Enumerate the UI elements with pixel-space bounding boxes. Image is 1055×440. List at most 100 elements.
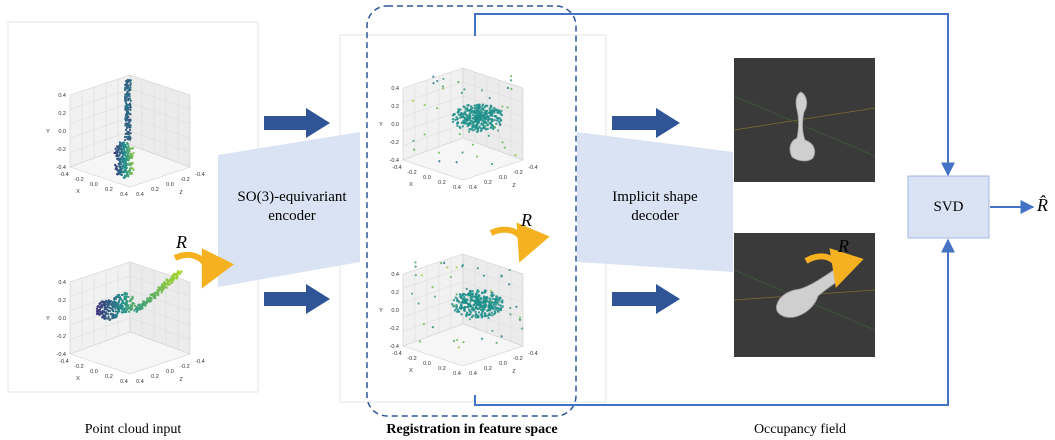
point <box>418 340 422 343</box>
point <box>150 297 153 300</box>
point <box>510 79 513 82</box>
point <box>119 305 122 308</box>
point <box>133 304 137 307</box>
point <box>129 83 132 86</box>
point <box>158 288 161 291</box>
point <box>470 308 474 311</box>
point <box>432 75 435 78</box>
point <box>469 121 472 124</box>
point <box>121 305 124 308</box>
point <box>453 309 457 312</box>
point <box>490 162 494 166</box>
point <box>480 89 484 92</box>
point <box>493 301 497 304</box>
point <box>471 129 474 132</box>
point <box>482 299 486 302</box>
point <box>495 301 499 305</box>
point <box>469 105 473 108</box>
rotation-arrow-input <box>173 248 234 289</box>
point <box>464 108 468 111</box>
point <box>124 174 127 177</box>
svd-label: SVD <box>933 199 964 215</box>
point <box>508 268 511 272</box>
point <box>480 315 484 318</box>
point <box>490 300 493 303</box>
y-tick-label: 0.2 <box>391 104 399 110</box>
point <box>496 298 499 302</box>
point <box>499 308 503 312</box>
point <box>497 109 501 112</box>
point <box>463 296 466 299</box>
point <box>460 91 463 94</box>
registration-dashed-box <box>366 5 577 417</box>
point <box>441 85 445 88</box>
point <box>157 294 160 297</box>
point <box>124 161 127 164</box>
point <box>96 305 100 308</box>
point <box>464 113 468 116</box>
point <box>483 305 486 309</box>
rotation-label-input: R <box>176 232 187 252</box>
point <box>459 108 462 111</box>
z-tick-label: 0.2 <box>151 187 159 193</box>
point <box>501 305 504 308</box>
point <box>118 159 121 162</box>
point <box>479 298 483 301</box>
z-tick-label: -0.2 <box>513 356 522 362</box>
point <box>128 120 131 124</box>
point <box>468 113 471 117</box>
point <box>455 293 458 296</box>
point <box>125 97 128 100</box>
point <box>125 99 128 102</box>
z-tick-label: 0.2 <box>484 180 492 186</box>
point <box>463 88 466 91</box>
point <box>118 297 121 300</box>
point <box>118 307 121 310</box>
point <box>482 274 486 277</box>
point <box>123 165 127 168</box>
arrow-decoder-top <box>612 108 680 138</box>
point <box>456 117 459 121</box>
point <box>483 127 487 130</box>
point <box>493 310 497 313</box>
point <box>113 303 116 307</box>
point <box>497 310 500 313</box>
point <box>121 299 124 302</box>
point <box>437 151 441 154</box>
y-tick-label: -0.4 <box>57 352 66 358</box>
point <box>496 129 500 132</box>
z-tick-label: 0.4 <box>136 192 144 198</box>
point <box>170 280 173 283</box>
point <box>127 310 131 313</box>
point <box>126 103 129 106</box>
point <box>466 104 469 107</box>
point <box>477 103 480 107</box>
point <box>473 110 476 113</box>
y-tick-label: -0.4 <box>57 165 66 171</box>
x-tick-label: -0.4 <box>392 165 401 171</box>
point <box>463 121 466 124</box>
point <box>475 124 478 127</box>
point <box>493 126 496 129</box>
point <box>498 111 501 114</box>
point <box>457 108 460 111</box>
y-tick-label: 0.4 <box>391 86 399 92</box>
point <box>117 157 120 160</box>
point <box>483 296 487 299</box>
point <box>140 306 144 310</box>
point <box>477 127 480 130</box>
point <box>136 308 139 311</box>
point <box>127 92 130 95</box>
rotation-label-feature: R <box>521 210 532 230</box>
point <box>466 124 469 128</box>
point <box>473 117 476 120</box>
point <box>154 296 157 300</box>
point <box>473 299 476 303</box>
arrow-encoder-top <box>264 108 330 138</box>
point <box>126 141 129 145</box>
point <box>114 295 118 299</box>
point <box>135 305 138 308</box>
point <box>474 292 477 296</box>
point <box>486 114 489 118</box>
point <box>476 106 479 110</box>
